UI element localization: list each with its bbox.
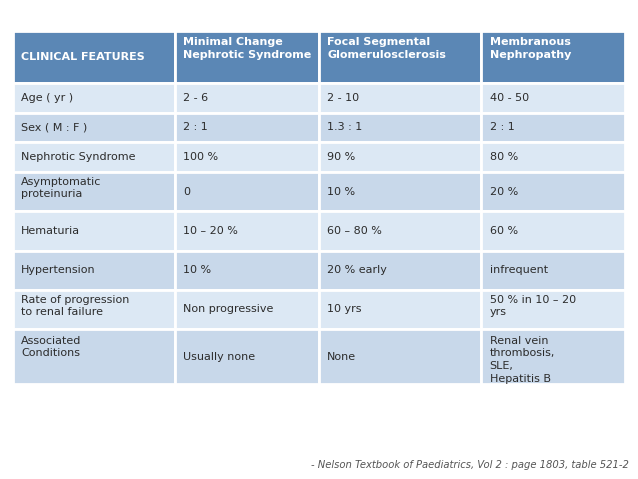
FancyBboxPatch shape xyxy=(319,329,481,384)
Text: Renal vein
thrombosis,
SLE,
Hepatitis B: Renal vein thrombosis, SLE, Hepatitis B xyxy=(489,336,555,384)
Text: 0: 0 xyxy=(183,187,190,196)
FancyBboxPatch shape xyxy=(319,142,481,172)
Text: Asymptomatic
proteinuria: Asymptomatic proteinuria xyxy=(21,177,101,199)
Text: 2 - 10: 2 - 10 xyxy=(327,93,359,103)
Text: 80 %: 80 % xyxy=(489,152,518,162)
Text: 10 %: 10 % xyxy=(183,265,211,275)
FancyBboxPatch shape xyxy=(175,83,319,113)
FancyBboxPatch shape xyxy=(175,211,319,251)
Text: 60 %: 60 % xyxy=(489,226,517,236)
FancyBboxPatch shape xyxy=(481,113,625,142)
Text: Sex ( M : F ): Sex ( M : F ) xyxy=(21,123,87,132)
Text: 90 %: 90 % xyxy=(327,152,355,162)
FancyBboxPatch shape xyxy=(13,329,175,384)
FancyBboxPatch shape xyxy=(175,31,319,83)
Text: Rate of progression
to renal failure: Rate of progression to renal failure xyxy=(21,295,130,317)
Text: Non progressive: Non progressive xyxy=(183,305,274,314)
FancyBboxPatch shape xyxy=(13,31,175,83)
FancyBboxPatch shape xyxy=(13,83,175,113)
Text: 20 % early: 20 % early xyxy=(327,265,387,275)
Text: Hematuria: Hematuria xyxy=(21,226,80,236)
Text: Membranous
Nephropathy: Membranous Nephropathy xyxy=(489,37,571,60)
FancyBboxPatch shape xyxy=(481,211,625,251)
Text: 1.3 : 1: 1.3 : 1 xyxy=(327,123,362,132)
FancyBboxPatch shape xyxy=(319,251,481,290)
Text: Age ( yr ): Age ( yr ) xyxy=(21,93,73,103)
Text: 2 : 1: 2 : 1 xyxy=(183,123,208,132)
FancyBboxPatch shape xyxy=(13,113,175,142)
FancyBboxPatch shape xyxy=(319,113,481,142)
FancyBboxPatch shape xyxy=(175,113,319,142)
Text: Minimal Change
Nephrotic Syndrome: Minimal Change Nephrotic Syndrome xyxy=(183,37,311,60)
FancyBboxPatch shape xyxy=(175,142,319,172)
Text: 10 %: 10 % xyxy=(327,187,355,196)
Text: Associated
Conditions: Associated Conditions xyxy=(21,336,82,358)
FancyBboxPatch shape xyxy=(319,211,481,251)
Text: Usually none: Usually none xyxy=(183,352,255,362)
FancyBboxPatch shape xyxy=(481,251,625,290)
FancyBboxPatch shape xyxy=(13,172,175,211)
FancyBboxPatch shape xyxy=(13,211,175,251)
Text: Nephrotic Syndrome: Nephrotic Syndrome xyxy=(21,152,135,162)
Text: None: None xyxy=(327,352,357,362)
FancyBboxPatch shape xyxy=(481,290,625,329)
FancyBboxPatch shape xyxy=(481,31,625,83)
Text: 40 - 50: 40 - 50 xyxy=(489,93,529,103)
FancyBboxPatch shape xyxy=(481,172,625,211)
Text: 10 – 20 %: 10 – 20 % xyxy=(183,226,238,236)
Text: 2 : 1: 2 : 1 xyxy=(489,123,514,132)
FancyBboxPatch shape xyxy=(481,142,625,172)
Text: - Nelson Textbook of Paediatrics, Vol 2 : page 1803, table 521-2: - Nelson Textbook of Paediatrics, Vol 2 … xyxy=(311,460,628,470)
FancyBboxPatch shape xyxy=(481,83,625,113)
Text: 100 %: 100 % xyxy=(183,152,218,162)
Text: infrequent: infrequent xyxy=(489,265,548,275)
Text: 10 yrs: 10 yrs xyxy=(327,305,362,314)
Text: 60 – 80 %: 60 – 80 % xyxy=(327,226,382,236)
FancyBboxPatch shape xyxy=(319,31,481,83)
Text: 2 - 6: 2 - 6 xyxy=(183,93,209,103)
Text: Hypertension: Hypertension xyxy=(21,265,96,275)
FancyBboxPatch shape xyxy=(175,251,319,290)
FancyBboxPatch shape xyxy=(319,172,481,211)
Text: CLINICAL FEATURES: CLINICAL FEATURES xyxy=(21,52,145,62)
FancyBboxPatch shape xyxy=(319,290,481,329)
FancyBboxPatch shape xyxy=(319,83,481,113)
FancyBboxPatch shape xyxy=(13,251,175,290)
FancyBboxPatch shape xyxy=(13,290,175,329)
Text: 20 %: 20 % xyxy=(489,187,518,196)
Text: 50 % in 10 – 20
yrs: 50 % in 10 – 20 yrs xyxy=(489,295,575,317)
FancyBboxPatch shape xyxy=(175,290,319,329)
Text: Focal Segmental
Glomerulosclerosis: Focal Segmental Glomerulosclerosis xyxy=(327,37,446,60)
FancyBboxPatch shape xyxy=(175,172,319,211)
FancyBboxPatch shape xyxy=(481,329,625,384)
FancyBboxPatch shape xyxy=(175,329,319,384)
FancyBboxPatch shape xyxy=(13,142,175,172)
